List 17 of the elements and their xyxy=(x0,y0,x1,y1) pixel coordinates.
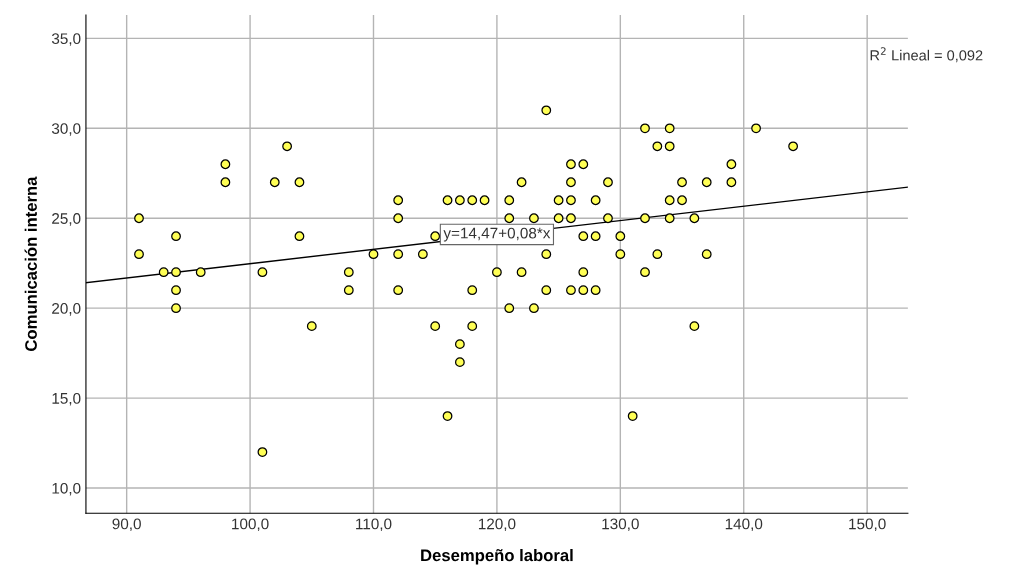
y-tick-label: 35,0 xyxy=(51,33,81,46)
annotation: y=14,47+0,08*x xyxy=(443,227,551,242)
x-tick-label: 90,0 xyxy=(112,518,141,532)
x-tick-label: 120,0 xyxy=(478,518,516,532)
x-tick-label: 140,0 xyxy=(725,518,763,532)
y-tick-label: 20,0 xyxy=(52,303,81,316)
x-tick-label: 110,0 xyxy=(356,518,392,532)
x-tick-label: 100,0 xyxy=(232,518,269,532)
annotation: R$^{2}$ Lineal = 0,092 xyxy=(870,47,983,63)
x-tick-label: 150,0 xyxy=(849,518,886,532)
y-tick-label: 30,0 xyxy=(51,123,81,136)
x-tick-label: 130,0 xyxy=(602,518,639,532)
y-tick-label: 15,0 xyxy=(52,392,81,406)
x-axis-title: Desempeño laboral xyxy=(421,548,573,565)
y-axis-title: Comunicación interna xyxy=(24,176,37,351)
y-tick-label: 25,0 xyxy=(52,213,81,226)
y-tick-label: 10,0 xyxy=(52,482,81,496)
